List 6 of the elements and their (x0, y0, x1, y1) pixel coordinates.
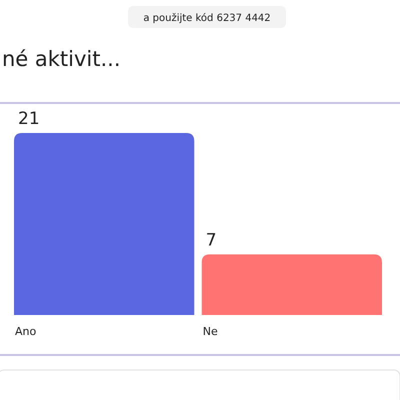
chart-title: né aktivit... (2, 47, 121, 71)
x-tick-label: Ano (15, 325, 36, 338)
x-tick-label: Ne (202, 325, 218, 338)
text: a použijte kód 6237 4442 (143, 13, 271, 24)
data-label: 21 (18, 109, 40, 129)
data-label: 7 (206, 230, 217, 250)
